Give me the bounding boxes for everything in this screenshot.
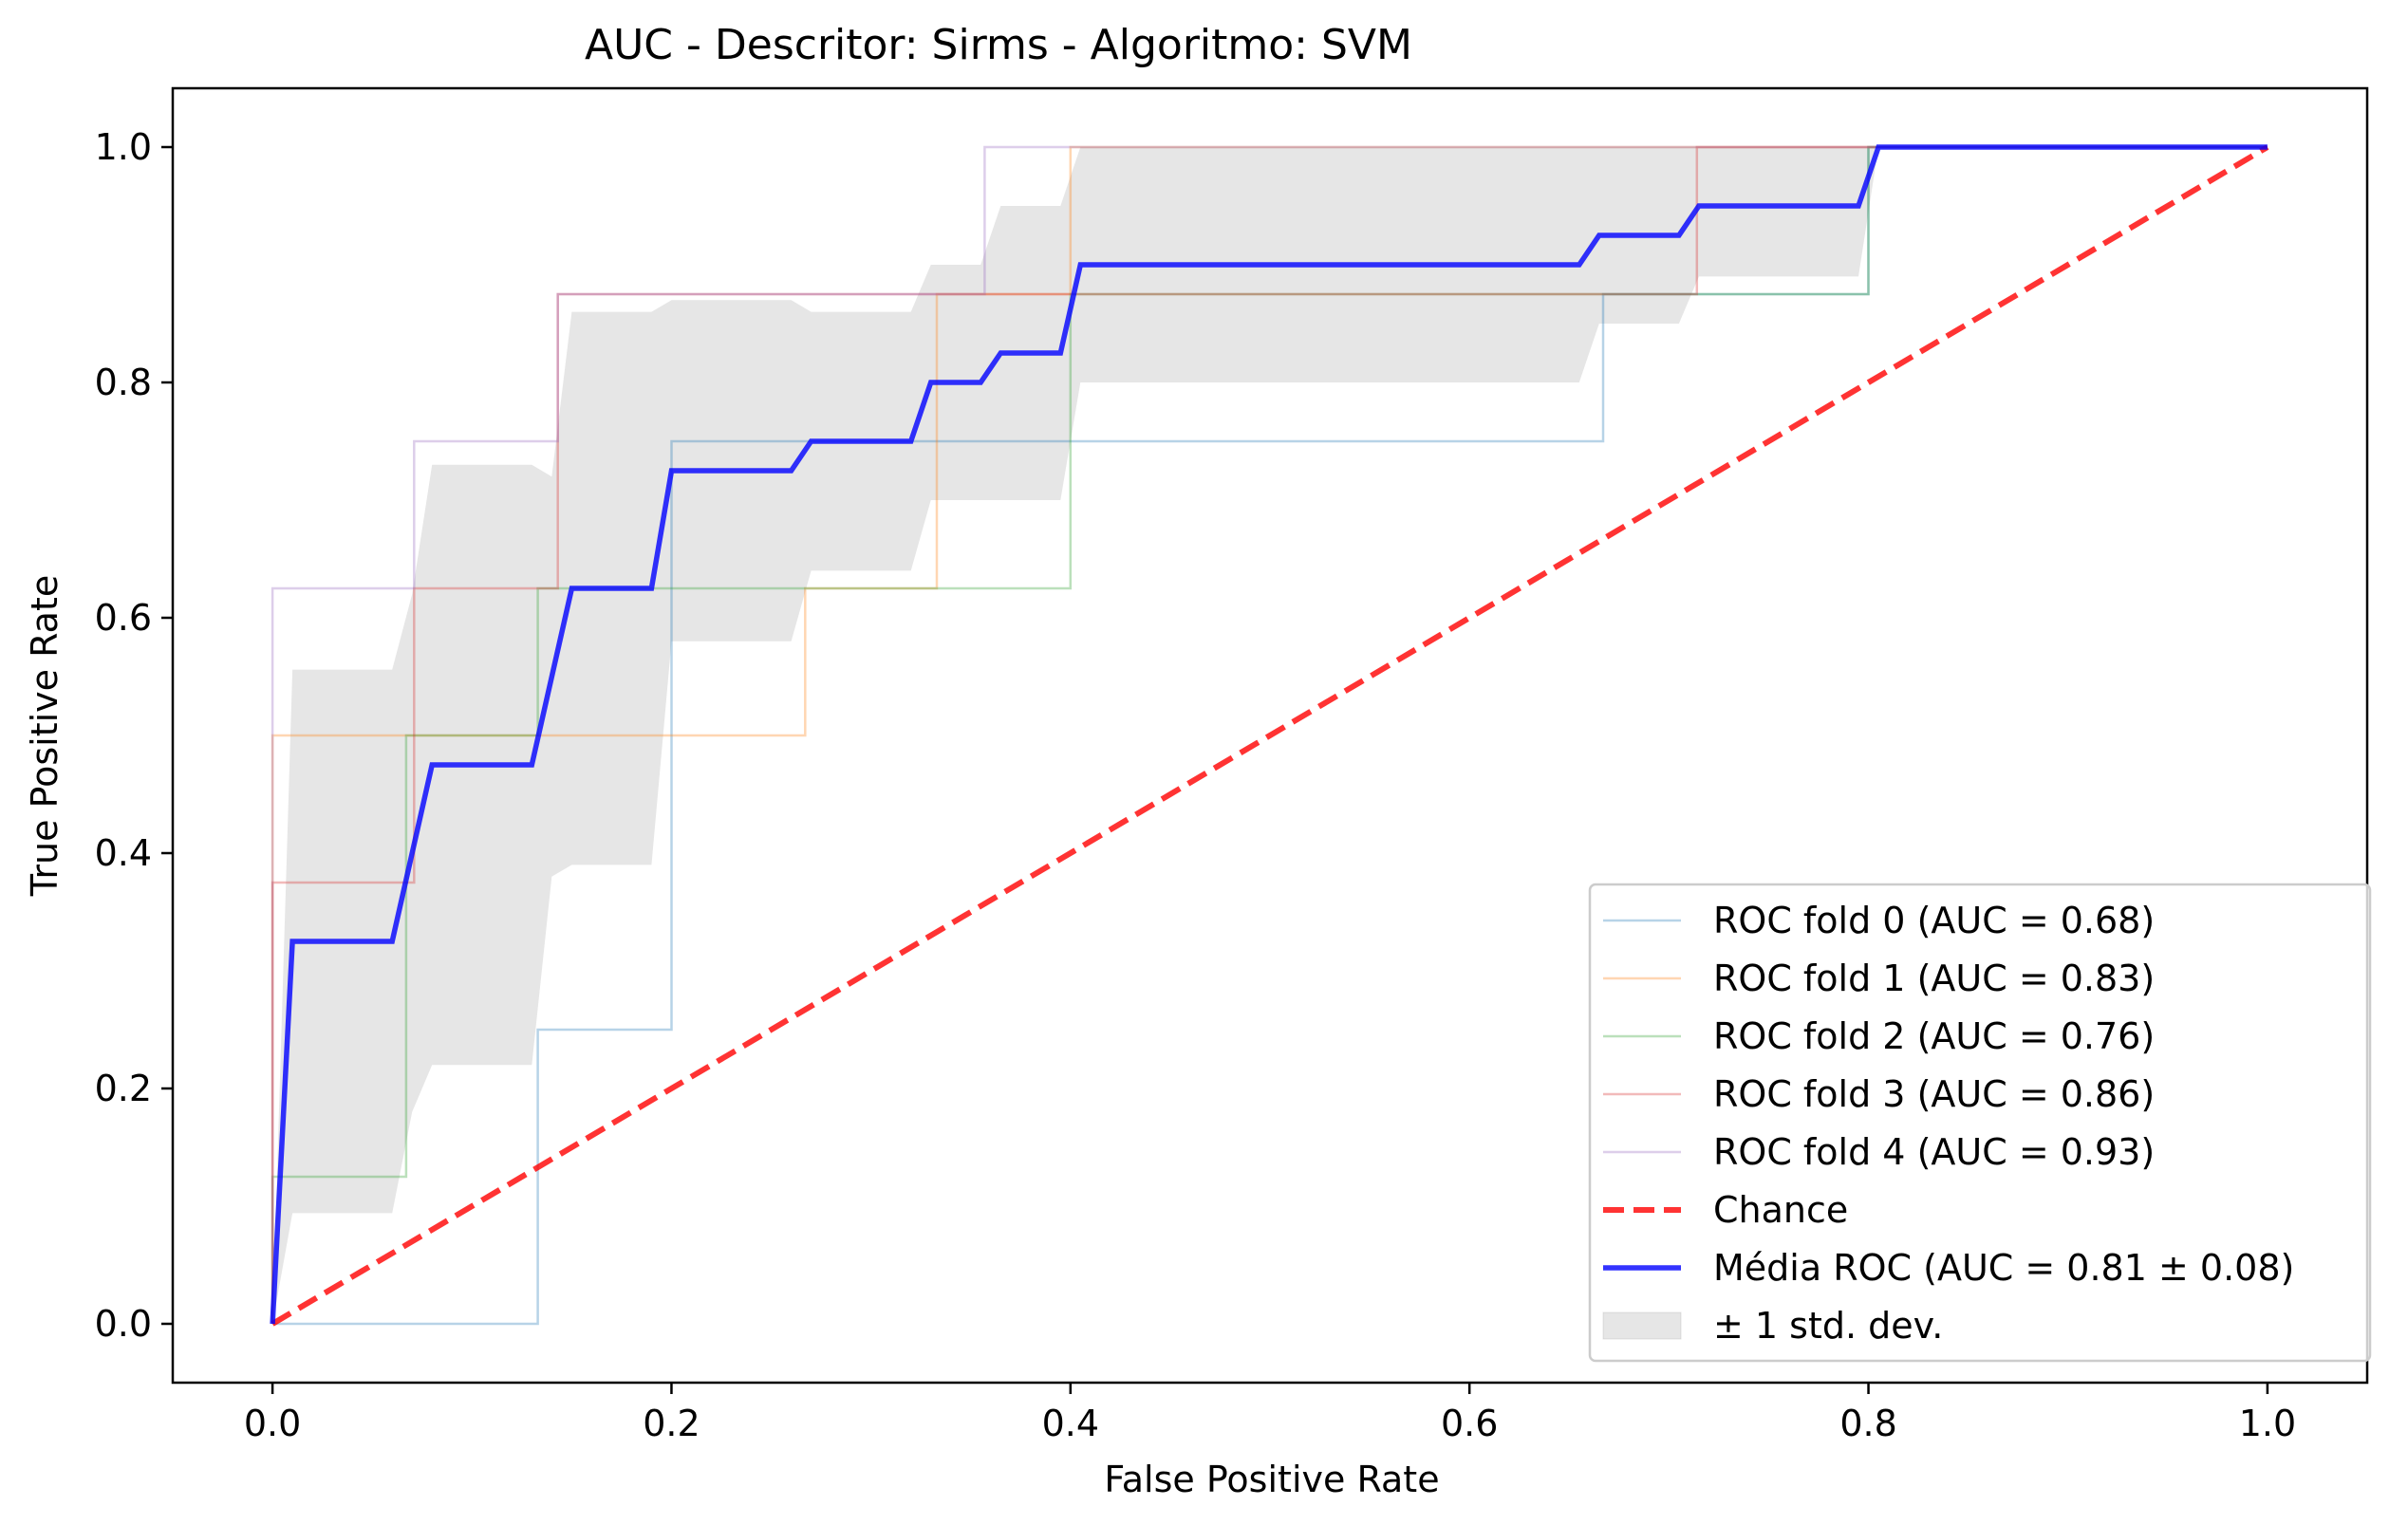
plot-area: [270, 144, 2269, 1327]
x-tick-label: 0.2: [643, 1403, 700, 1444]
y-tick-label: 0.8: [95, 362, 152, 403]
axes-frame: [171, 86, 2369, 1385]
x-axis-label: False Positive Rate: [1104, 1459, 1439, 1500]
series-line-1: [271, 145, 2268, 1324]
legend-label-2: ROC fold 2 (AUC = 0.76): [1713, 1015, 2155, 1057]
series-line-2: [271, 145, 2268, 1324]
x-tick-label: 0.6: [1441, 1403, 1498, 1444]
legend-label-4: ROC fold 4 (AUC = 0.93): [1713, 1131, 2155, 1173]
series-line-0: [272, 145, 2268, 1326]
legend-box: [1588, 883, 2372, 1363]
y-axis-label: True Positive Rate: [24, 575, 65, 898]
std-dev-band: [272, 147, 2268, 1324]
y-tick-label: 0.4: [95, 832, 152, 874]
x-tick-label: 0.4: [1042, 1403, 1099, 1444]
y-tick-label: 1.0: [95, 126, 152, 168]
y-tick-label: 0.2: [95, 1068, 152, 1109]
legend-label-3: ROC fold 3 (AUC = 0.86): [1713, 1073, 2155, 1115]
legend-label-6: Média ROC (AUC = 0.81 ± 0.08): [1713, 1247, 2294, 1289]
y-tick-label: 0.0: [95, 1303, 152, 1345]
legend-label-1: ROC fold 1 (AUC = 0.83): [1713, 958, 2155, 999]
legend: ROC fold 0 (AUC = 0.68) ROC fold 1 (AUC =…: [1588, 883, 2372, 1363]
chart-title: AUC - Descritor: Sirms - Algoritmo: SVM: [585, 21, 1412, 69]
legend-label-0: ROC fold 0 (AUC = 0.68): [1713, 900, 2155, 941]
series-line-3: [271, 145, 2268, 1324]
legend-label-7: ± 1 std. dev.: [1713, 1305, 1943, 1347]
series-line-5: [271, 144, 2269, 1327]
series-line-6: [270, 144, 2268, 1325]
x-tick-label: 1.0: [2239, 1403, 2296, 1444]
legend-swatch-band: [1602, 1311, 1682, 1340]
legend-label-5: Chance: [1713, 1189, 1848, 1231]
x-tick-label: 0.8: [1839, 1403, 1896, 1444]
x-tick-label: 0.0: [244, 1403, 301, 1444]
series-line-4: [271, 145, 2268, 1324]
axis-ticks: 0.0 0.2 0.4 0.6 0.8 1.0 0.0 0.2 0.4 0.6 0.8 1.0: [95, 126, 2297, 1444]
y-tick-label: 0.6: [95, 597, 152, 639]
